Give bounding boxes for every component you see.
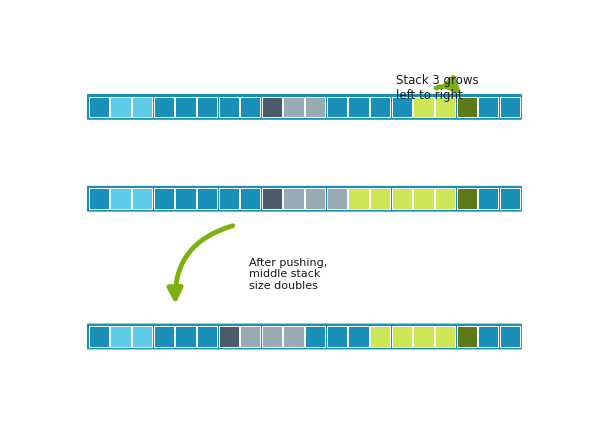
Bar: [413, 326, 434, 347]
Bar: [219, 188, 239, 209]
Bar: [132, 97, 152, 117]
Bar: [305, 188, 326, 209]
Bar: [370, 188, 390, 209]
Bar: [175, 97, 195, 117]
Bar: [110, 188, 131, 209]
Bar: [478, 326, 498, 347]
Bar: [457, 97, 477, 117]
Bar: [391, 97, 412, 117]
Bar: [219, 326, 239, 347]
Bar: [240, 326, 260, 347]
Bar: [262, 188, 282, 209]
Bar: [240, 188, 260, 209]
Bar: [240, 97, 260, 117]
Bar: [197, 326, 217, 347]
FancyBboxPatch shape: [86, 93, 523, 121]
Bar: [262, 97, 282, 117]
Bar: [305, 97, 326, 117]
Bar: [435, 97, 455, 117]
Bar: [413, 97, 434, 117]
Bar: [391, 326, 412, 347]
Bar: [500, 188, 520, 209]
Text: Stack 3 grows
left to right: Stack 3 grows left to right: [397, 74, 479, 102]
Bar: [349, 326, 369, 347]
Bar: [478, 188, 498, 209]
Bar: [283, 326, 304, 347]
Bar: [89, 326, 109, 347]
Bar: [154, 97, 174, 117]
Bar: [132, 326, 152, 347]
Bar: [283, 97, 304, 117]
Bar: [154, 188, 174, 209]
Bar: [435, 188, 455, 209]
Bar: [327, 97, 347, 117]
Bar: [500, 97, 520, 117]
Bar: [370, 326, 390, 347]
Bar: [154, 326, 174, 347]
FancyBboxPatch shape: [86, 185, 523, 212]
Bar: [262, 326, 282, 347]
Bar: [435, 326, 455, 347]
FancyBboxPatch shape: [86, 323, 523, 350]
Bar: [305, 326, 326, 347]
Bar: [500, 326, 520, 347]
Bar: [175, 188, 195, 209]
Bar: [283, 188, 304, 209]
Bar: [457, 326, 477, 347]
Bar: [391, 188, 412, 209]
Bar: [175, 326, 195, 347]
Bar: [478, 97, 498, 117]
Bar: [413, 188, 434, 209]
Text: After pushing,
middle stack
size doubles: After pushing, middle stack size doubles: [249, 258, 327, 291]
Bar: [327, 326, 347, 347]
Bar: [349, 188, 369, 209]
Bar: [457, 188, 477, 209]
Bar: [370, 97, 390, 117]
Bar: [197, 188, 217, 209]
Bar: [110, 326, 131, 347]
Bar: [219, 97, 239, 117]
Bar: [327, 188, 347, 209]
Bar: [89, 97, 109, 117]
Bar: [110, 97, 131, 117]
Bar: [89, 188, 109, 209]
Bar: [132, 188, 152, 209]
Bar: [197, 97, 217, 117]
Bar: [349, 97, 369, 117]
